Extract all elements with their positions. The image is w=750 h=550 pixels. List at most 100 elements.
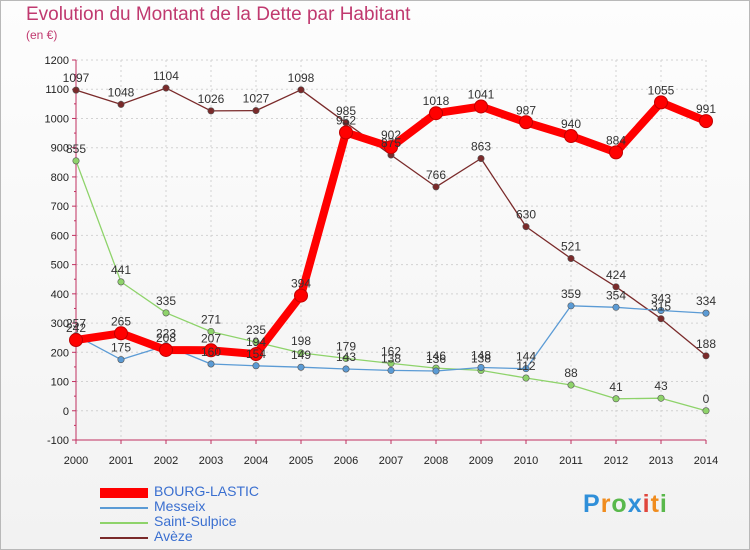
series-bourg-lastic — [69, 95, 713, 362]
data-point — [297, 363, 305, 371]
data-label: 394 — [291, 277, 311, 291]
data-point — [204, 343, 218, 358]
data-label: 43 — [654, 379, 668, 393]
data-label: 1027 — [243, 92, 270, 106]
data-label: 154 — [246, 347, 266, 361]
data-point — [207, 360, 215, 368]
data-point — [384, 140, 398, 155]
data-label: 875 — [381, 136, 401, 150]
x-tick-label: 2011 — [559, 455, 583, 467]
logo-letter: o — [611, 490, 628, 518]
data-label: 1041 — [468, 87, 495, 101]
data-label: 160 — [201, 345, 221, 359]
data-label: 884 — [606, 133, 626, 147]
data-point — [657, 315, 665, 323]
y-tick-label: 300 — [51, 318, 69, 330]
data-label: 265 — [111, 314, 131, 328]
data-label: 863 — [471, 140, 491, 154]
data-point — [567, 302, 575, 310]
data-label: 940 — [561, 117, 581, 131]
data-label: 424 — [606, 268, 626, 282]
data-label: 0 — [703, 392, 710, 406]
data-label: 354 — [606, 288, 626, 302]
x-tick-label: 2004 — [244, 455, 268, 467]
data-point — [702, 309, 710, 317]
x-tick-label: 2001 — [109, 455, 133, 467]
legend-swatch — [100, 522, 148, 524]
series-aveze — [72, 84, 710, 360]
data-point — [564, 129, 578, 143]
data-label: 987 — [516, 103, 536, 117]
data-point — [72, 86, 80, 94]
data-point — [342, 365, 350, 373]
legend-item-saint-sulpice[interactable]: Saint-Sulpice — [100, 513, 340, 530]
axes: -100 0 100 200 300 400 500 600 700 800 900 1000 1100… — [45, 55, 719, 467]
data-point — [339, 125, 353, 140]
x-tick-label: 2014 — [694, 455, 718, 467]
data-label: 271 — [201, 313, 221, 327]
legend-item-bourg-lastic[interactable]: BOURG-LASTIC — [100, 483, 340, 500]
data-point — [342, 354, 350, 362]
data-label: 175 — [111, 341, 131, 355]
data-label: 343 — [651, 292, 671, 306]
legend-label: BOURG-LASTIC — [154, 483, 260, 499]
data-label: 1018 — [423, 94, 450, 108]
data-label: 441 — [111, 263, 131, 277]
y-tick-label: 900 — [51, 143, 69, 155]
x-tick-label: 2008 — [424, 455, 448, 467]
data-label: 149 — [291, 348, 311, 362]
data-label: 179 — [336, 339, 356, 353]
logo-letter: i — [659, 490, 668, 518]
data-point — [69, 333, 83, 348]
data-label: 138 — [381, 351, 401, 365]
legend-item-aveze[interactable]: Avèze — [100, 528, 340, 545]
data-point — [117, 278, 125, 286]
data-label: 521 — [561, 239, 581, 253]
legend-swatch — [100, 537, 148, 539]
data-point — [249, 347, 263, 362]
x-tick-label: 2012 — [604, 455, 628, 467]
data-point — [567, 254, 575, 262]
y-tick-label: 200 — [51, 347, 69, 359]
data-label: 1097 — [63, 71, 90, 85]
data-point — [252, 362, 260, 370]
x-tick-label: 2003 — [199, 455, 223, 467]
data-point — [159, 342, 173, 357]
data-label: 1098 — [288, 71, 315, 85]
x-tick-label: 2010 — [514, 455, 538, 467]
data-label: 208 — [156, 331, 176, 345]
x-tick-label: 2000 — [64, 455, 88, 467]
data-label: 194 — [246, 335, 266, 349]
data-label: 855 — [66, 142, 86, 156]
x-tick-label: 2006 — [334, 455, 358, 467]
data-label: 1026 — [198, 92, 225, 106]
data-label: 162 — [381, 344, 401, 358]
series-saint-sulpice — [72, 157, 710, 415]
data-point — [294, 288, 308, 303]
data-label: 985 — [336, 104, 356, 118]
data-point — [702, 407, 710, 415]
data-point — [477, 364, 485, 372]
data-label: 207 — [201, 331, 221, 345]
data-label: 242 — [66, 321, 86, 335]
proxiti-logo: Proxiti — [583, 490, 668, 519]
data-label: 144 — [516, 350, 536, 364]
y-tick-label: 600 — [51, 230, 69, 242]
legend-label: Avèze — [154, 528, 193, 544]
data-point — [72, 157, 80, 165]
data-label: 630 — [516, 208, 536, 222]
legend: BOURG-LASTIC Messeix Saint-Sulpice Avèze — [100, 483, 340, 545]
logo-letter: P — [583, 490, 601, 518]
data-point — [609, 145, 623, 160]
data-label: 334 — [696, 294, 716, 308]
legend-label: Saint-Sulpice — [154, 513, 237, 529]
x-tick-label: 2009 — [469, 455, 493, 467]
y-tick-label: 1200 — [45, 55, 69, 67]
data-label: 41 — [609, 380, 623, 394]
logo-letter: t — [650, 490, 660, 518]
legend-item-messeix[interactable]: Messeix — [100, 498, 340, 515]
data-point — [432, 367, 440, 375]
y-tick-label: 1000 — [45, 113, 69, 125]
legend-label: Messeix — [154, 498, 206, 514]
